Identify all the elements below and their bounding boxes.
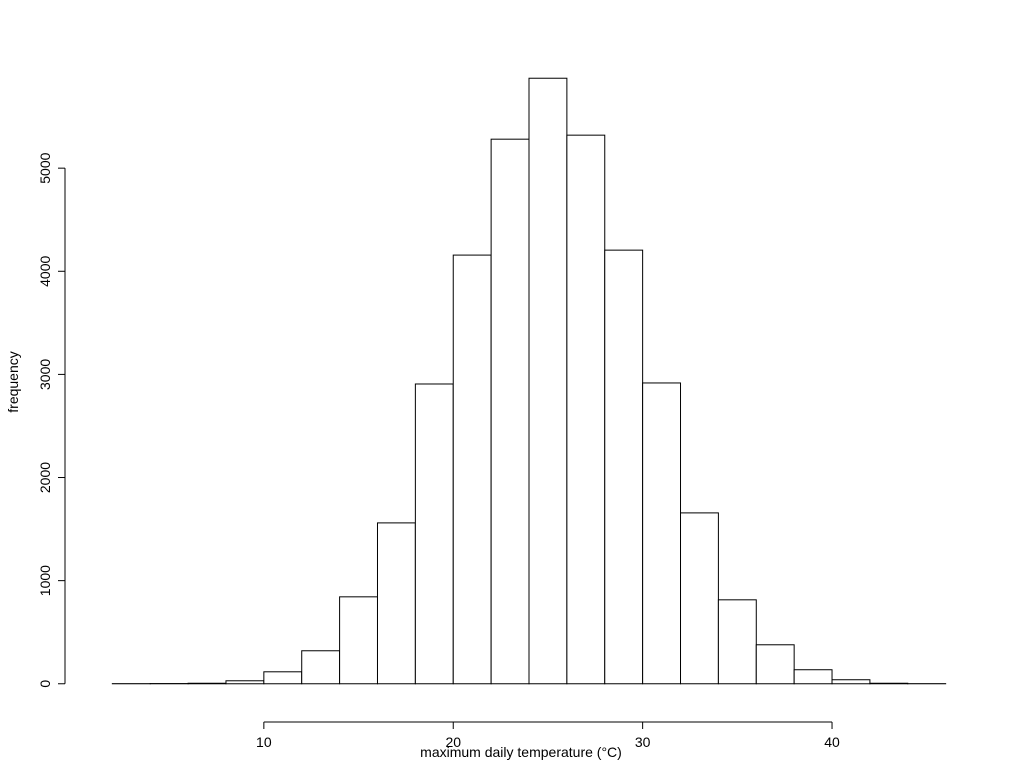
bar bbox=[604, 249, 644, 685]
y-tick-label: 5000 bbox=[37, 152, 53, 183]
y-tick-label: 4000 bbox=[37, 255, 53, 286]
y-tick-label: 0 bbox=[37, 680, 53, 688]
bar bbox=[566, 134, 606, 685]
y-tick-label: 1000 bbox=[37, 565, 53, 596]
bar bbox=[755, 644, 795, 685]
bar bbox=[831, 679, 871, 685]
bar bbox=[869, 682, 909, 685]
bar bbox=[528, 77, 568, 685]
x-tick-label: 10 bbox=[256, 734, 272, 750]
bar bbox=[187, 682, 227, 685]
x-tick-label: 40 bbox=[824, 734, 840, 750]
bar bbox=[301, 650, 341, 685]
bar bbox=[263, 671, 303, 685]
bar bbox=[225, 680, 265, 685]
bar bbox=[642, 382, 682, 685]
bar bbox=[339, 596, 378, 685]
bar bbox=[414, 383, 454, 685]
x-tick-label: 20 bbox=[445, 734, 461, 750]
bar bbox=[376, 522, 416, 685]
x-axis-label: maximum daily temperature (°C) bbox=[420, 744, 622, 760]
x-tick-label: 30 bbox=[635, 734, 651, 750]
y-tick-label: 2000 bbox=[37, 462, 53, 493]
bar bbox=[452, 254, 492, 685]
y-tick-label: 3000 bbox=[37, 359, 53, 390]
bar bbox=[680, 512, 719, 685]
y-axis-label: frequency bbox=[5, 351, 21, 412]
bar bbox=[793, 669, 833, 685]
bar bbox=[717, 599, 757, 685]
bar bbox=[490, 138, 530, 685]
